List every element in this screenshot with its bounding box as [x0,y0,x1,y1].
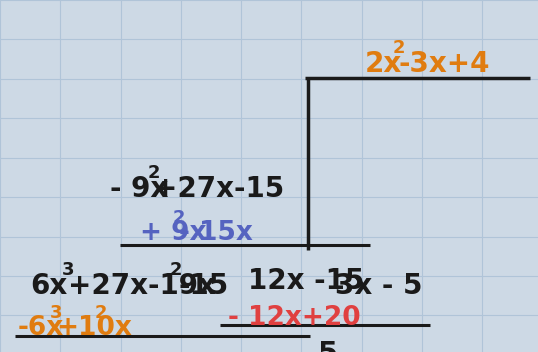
Text: 2x: 2x [365,50,402,78]
Text: 12x -15: 12x -15 [248,267,364,295]
Text: 6x: 6x [30,272,67,300]
Text: 5: 5 [318,340,338,352]
Text: -6x: -6x [18,315,64,341]
Text: +10x: +10x [56,315,132,341]
Text: 2: 2 [170,261,182,279]
Text: 2: 2 [393,39,406,57]
Text: +27x-19x: +27x-19x [68,272,216,300]
Text: + 9x: + 9x [140,220,207,246]
Text: -3x+4: -3x+4 [399,50,491,78]
Text: - 12x+20: - 12x+20 [228,305,360,331]
Text: 2: 2 [95,304,108,322]
Text: -15: -15 [178,272,228,300]
Text: 2: 2 [173,209,186,227]
Text: 3: 3 [50,304,62,322]
Text: - 15x: - 15x [179,220,253,246]
Text: 2: 2 [148,164,160,182]
Text: - 9x: - 9x [110,175,168,203]
Text: 3x - 5: 3x - 5 [335,272,422,300]
Text: 3: 3 [62,261,74,279]
Text: +27x-15: +27x-15 [154,175,284,203]
